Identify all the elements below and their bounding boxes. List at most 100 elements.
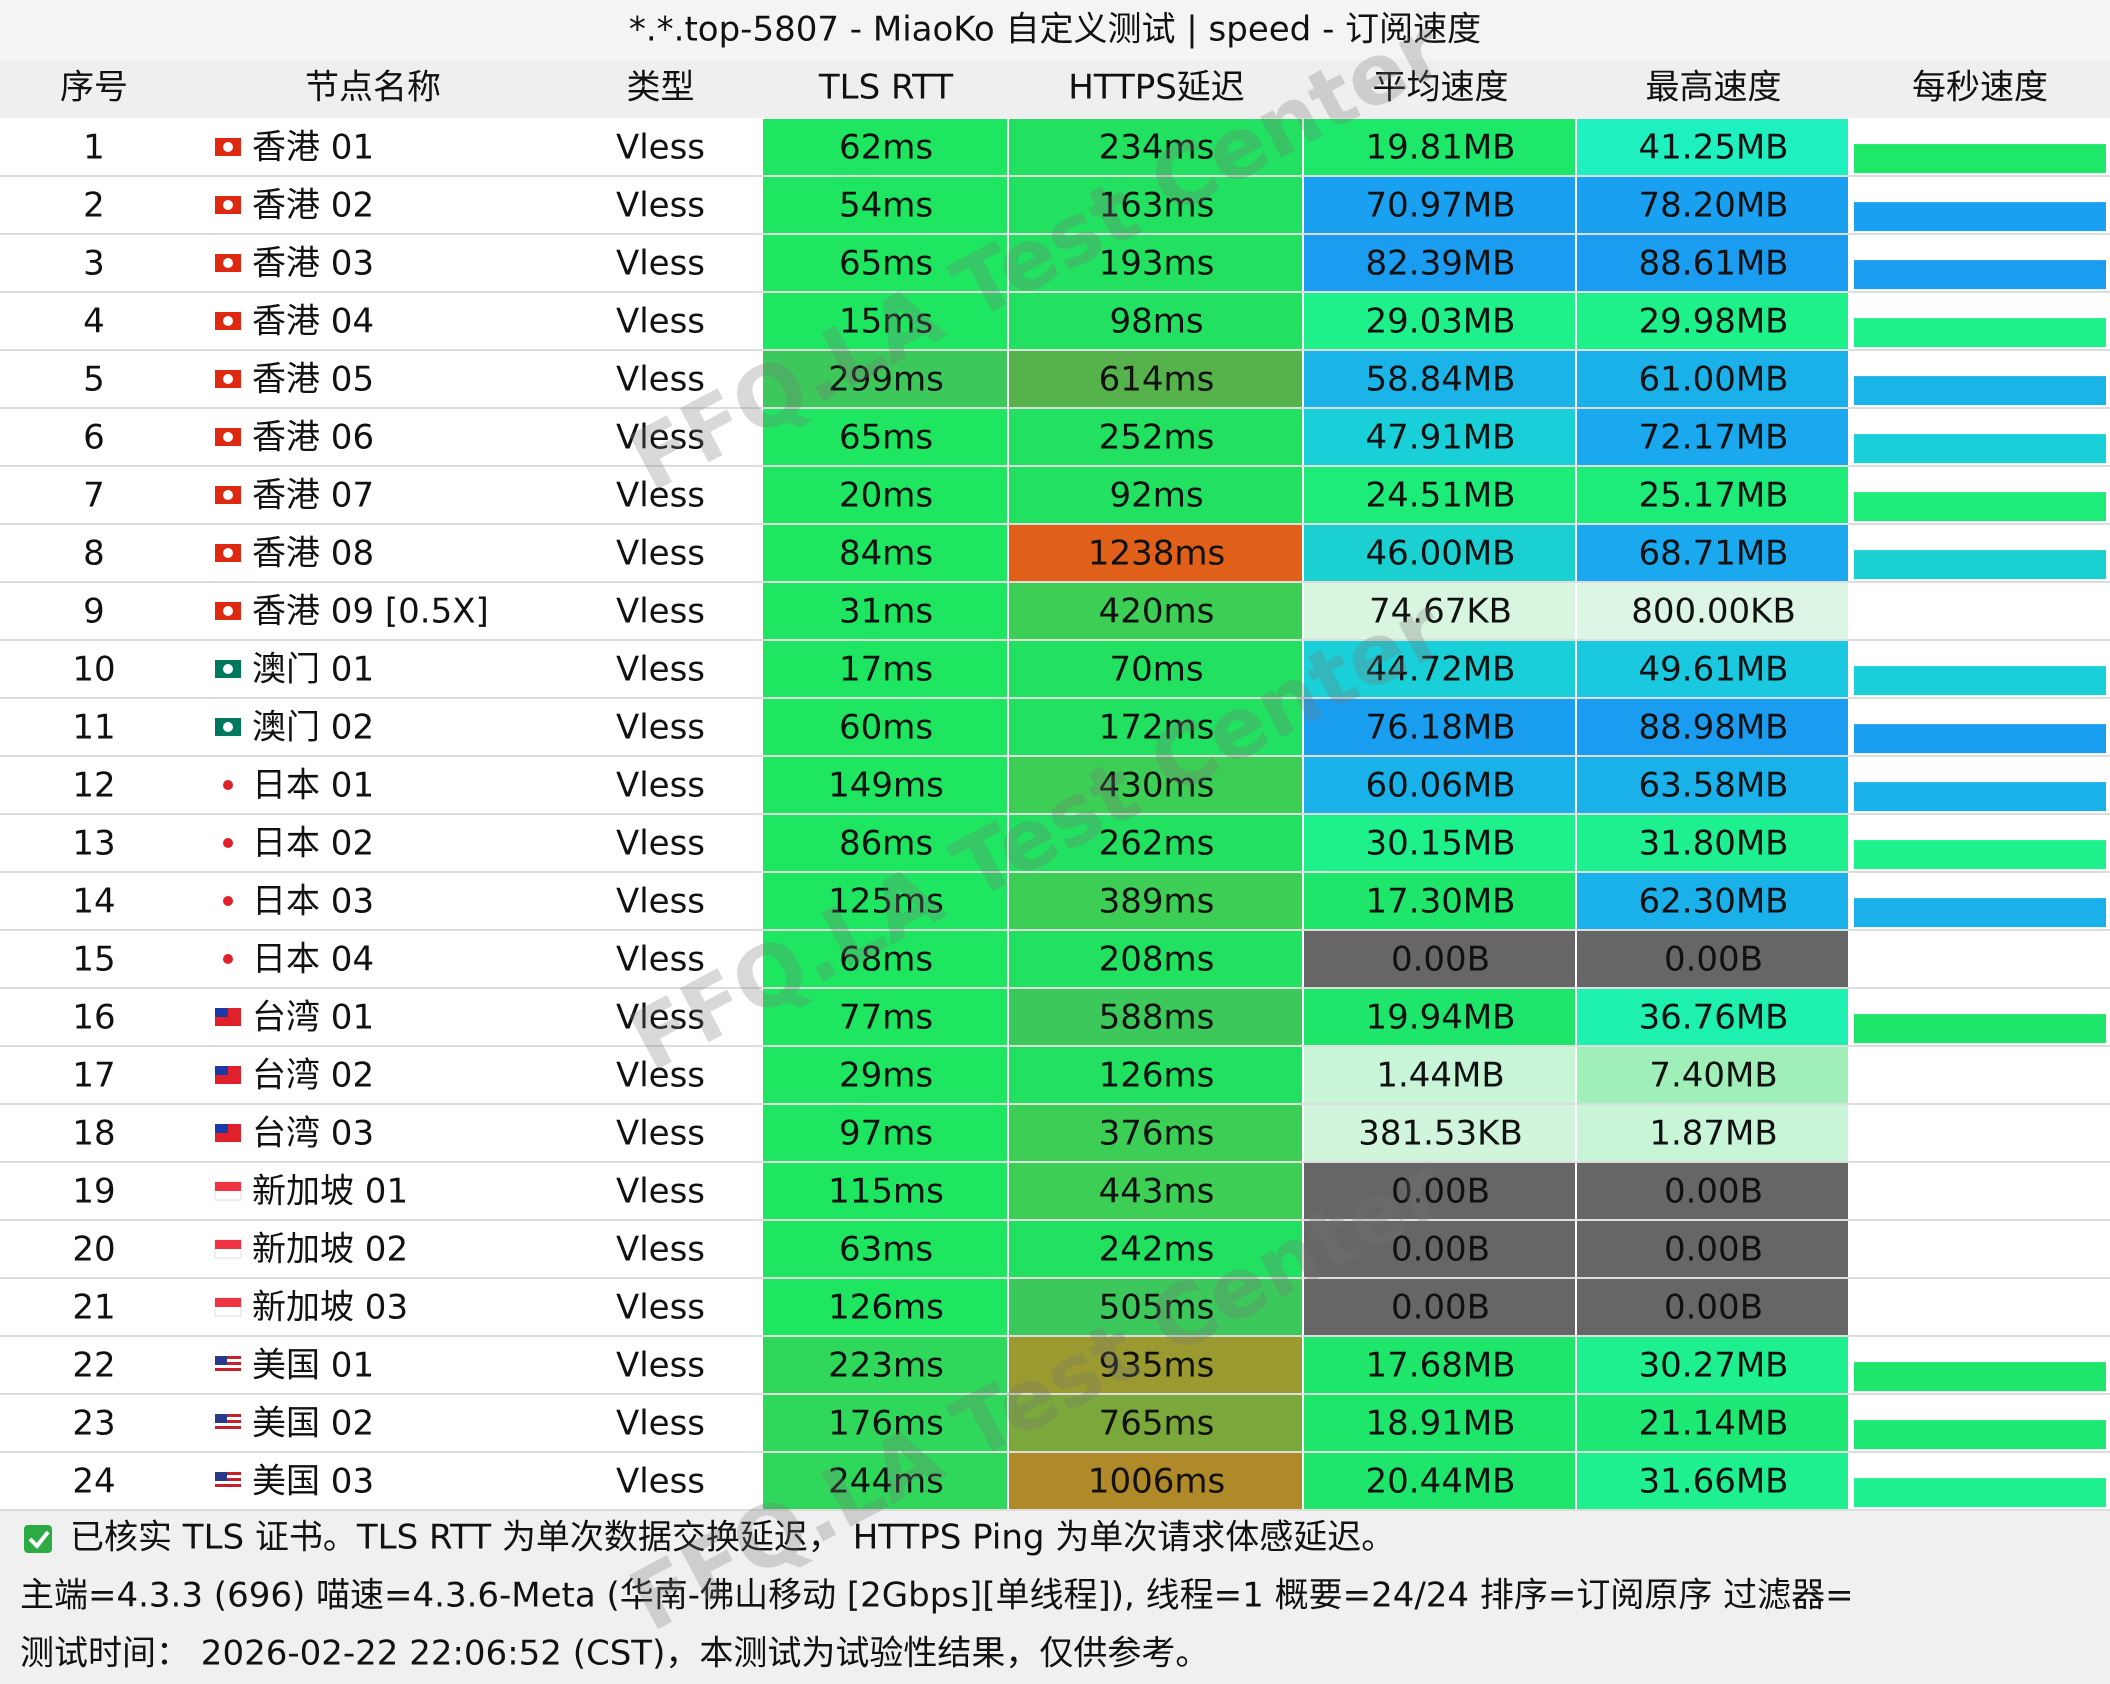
cell-text: 443ms	[1099, 1172, 1215, 1212]
per-second-strip	[1854, 492, 2106, 522]
cell-text: 61.00MB	[1639, 360, 1789, 400]
cell-text: Vless	[616, 534, 705, 574]
cell-text: 60.06MB	[1366, 766, 1516, 806]
cell-bg	[763, 1221, 1007, 1277]
cell-bg	[1577, 525, 1848, 581]
cell-text: Vless	[616, 1114, 705, 1154]
cell-text: 台湾 01	[252, 998, 374, 1038]
cell-text: 18.91MB	[1366, 1404, 1516, 1444]
cell-bg	[1577, 1163, 1848, 1219]
column-header: TLS RTT	[818, 68, 953, 108]
per-second-strip	[1854, 260, 2106, 290]
per-second-strip	[1854, 376, 2106, 406]
cell-bg	[763, 583, 1007, 639]
cell-bg	[1577, 583, 1848, 639]
cell-bg	[763, 815, 1007, 871]
cell-bg	[763, 177, 1007, 233]
cell-text: 0.00B	[1391, 1172, 1490, 1212]
cell-text: Vless	[616, 1288, 705, 1328]
cell-text: 12	[72, 766, 115, 806]
cell-bg	[763, 1337, 1007, 1393]
table-row: 6 香港 06 Vless 65ms 252ms 47.91MB 72.17MB	[0, 409, 2110, 467]
cell-text: 36.76MB	[1639, 998, 1789, 1038]
cell-text: 30.15MB	[1366, 824, 1516, 864]
cell-text: 381.53KB	[1358, 1114, 1523, 1154]
table-row: 12 日本 01 Vless 149ms 430ms 60.06MB 63.58MB	[0, 757, 2110, 815]
flag	[215, 1298, 241, 1307]
column-header: HTTPS延迟	[1068, 68, 1245, 108]
cell-bg	[1009, 1279, 1302, 1335]
cell-text: 新加坡 03	[252, 1288, 408, 1328]
cell-text: Vless	[616, 128, 705, 168]
cell-bg	[1009, 931, 1302, 987]
cell-bg	[763, 1279, 1007, 1335]
cell-text: 92ms	[1109, 476, 1203, 516]
cell-text: 20	[72, 1230, 115, 1270]
cell-text: 193ms	[1099, 244, 1215, 284]
cell-text: 美国 02	[252, 1404, 374, 1444]
cell-bg	[1304, 699, 1575, 755]
cell-bg	[1009, 1221, 1302, 1277]
cell-bg	[763, 873, 1007, 929]
cell-text: 美国 03	[252, 1462, 374, 1502]
cell-text: 935ms	[1099, 1346, 1215, 1386]
cell-text: 3	[83, 244, 105, 284]
cell-text: 77ms	[839, 998, 933, 1038]
cell-text: 244ms	[828, 1462, 944, 1502]
cell-text: 65ms	[839, 244, 933, 284]
cell-text: 7.40MB	[1649, 1056, 1777, 1096]
flag	[215, 1008, 228, 1017]
flag	[215, 1429, 241, 1432]
cell-text: 420ms	[1099, 592, 1215, 632]
cell-text: 65ms	[839, 418, 933, 458]
footer-line: 测试时间： 2026-02-22 22:06:52 (CST)，本测试为试验性结…	[20, 1634, 1209, 1674]
table-row: 10 澳门 01 Vless 17ms 70ms 44.72MB 49.61MB	[0, 641, 2110, 699]
cell-bg	[1009, 525, 1302, 581]
cell-text: 22	[72, 1346, 115, 1386]
table-row: 13 日本 02 Vless 86ms 262ms 30.15MB 31.80MB	[0, 815, 2110, 873]
cell-text: Vless	[616, 1346, 705, 1386]
cell-text: 98ms	[1109, 302, 1203, 342]
per-second-strip	[1854, 666, 2106, 696]
check-mark	[28, 1530, 50, 1550]
cell-bg	[763, 525, 1007, 581]
table-row: 7 香港 07 Vless 20ms 92ms 24.51MB 25.17MB	[0, 467, 2110, 525]
cell-text: 18	[72, 1114, 115, 1154]
cell-text: 0.00B	[1391, 1230, 1490, 1270]
cell-bg	[1577, 873, 1848, 929]
cell-text: 176ms	[828, 1404, 944, 1444]
cell-text: 0.00B	[1664, 940, 1763, 980]
cell-bg	[1009, 989, 1302, 1045]
cell-text: 223ms	[828, 1346, 944, 1386]
cell-text: 17	[72, 1056, 115, 1096]
table-row: 15 日本 04 Vless 68ms 208ms 0.00B 0.00B	[0, 931, 2110, 989]
cell-bg	[763, 119, 1007, 175]
per-second-strip	[1854, 898, 2106, 928]
cell-text: 15ms	[839, 302, 933, 342]
cell-text: 香港 07	[252, 476, 374, 516]
cell-text: 香港 09 [0.5X]	[252, 592, 489, 632]
flag	[223, 954, 233, 964]
cell-bg	[1304, 931, 1575, 987]
cell-text: 美国 01	[252, 1346, 374, 1386]
cell-text: 台湾 03	[252, 1114, 374, 1154]
cell-text: 31.66MB	[1639, 1462, 1789, 1502]
cell-text: 126ms	[1099, 1056, 1215, 1096]
cell-text: 63ms	[839, 1230, 933, 1270]
cell-text: 0.00B	[1391, 940, 1490, 980]
table-row: 17 台湾 02 Vless 29ms 126ms 1.44MB 7.40MB	[0, 1047, 2110, 1105]
flag	[223, 548, 233, 558]
cell-bg	[1304, 1395, 1575, 1451]
cell-text: 262ms	[1099, 824, 1215, 864]
footer-line: 已核实 TLS 证书。TLS RTT 为单次数据交换延迟， HTTPS Ping…	[70, 1518, 1395, 1558]
cell-text: 17.68MB	[1366, 1346, 1516, 1386]
header-row	[0, 60, 2110, 118]
cell-bg	[763, 641, 1007, 697]
cell-bg	[1577, 1047, 1848, 1103]
flag	[223, 142, 233, 152]
cell-bg	[1304, 409, 1575, 465]
per-second-strip	[1854, 434, 2106, 464]
cell-bg	[1009, 177, 1302, 233]
cell-bg	[1577, 351, 1848, 407]
